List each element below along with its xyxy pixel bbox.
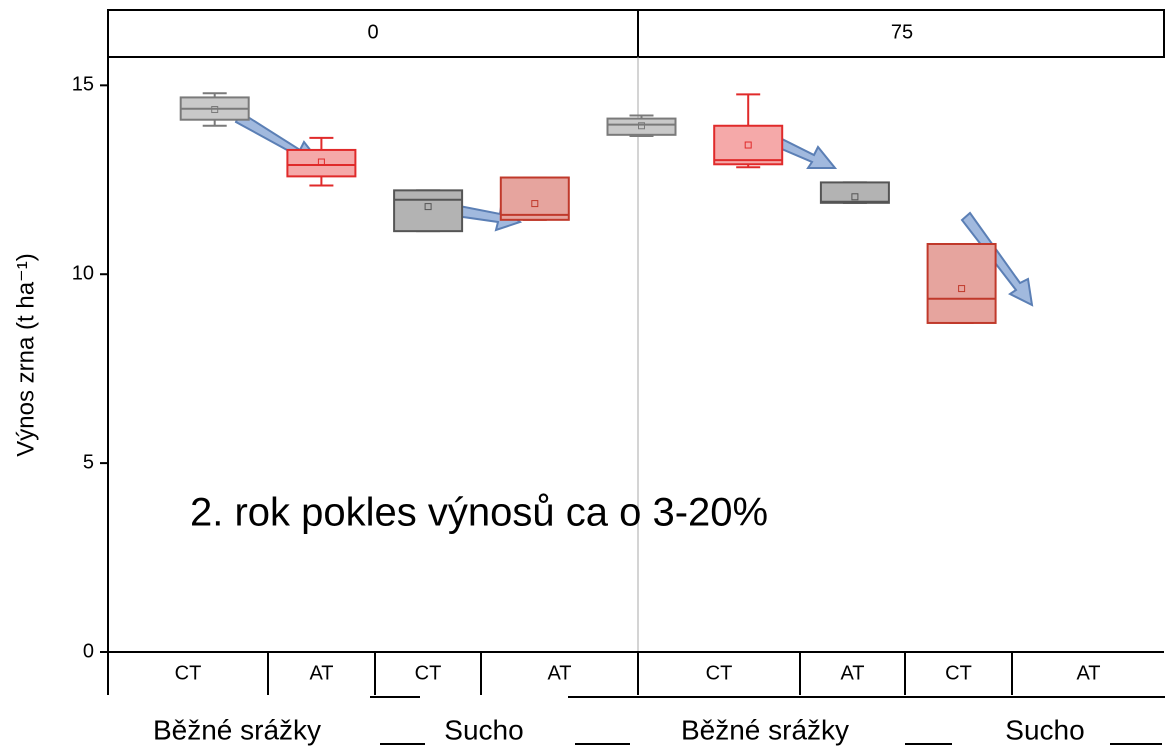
x-tick-label: AT <box>309 662 333 684</box>
mean <box>424 203 432 211</box>
mean <box>531 200 539 208</box>
x-tick-label: AT <box>840 662 864 684</box>
box <box>713 124 784 166</box>
group-label: Sucho <box>444 714 523 745</box>
group-label: Běžné srážky <box>681 714 849 745</box>
mean <box>851 193 859 201</box>
mean <box>211 106 219 114</box>
x-tick-label: CT <box>175 662 202 684</box>
panel-label: 0 <box>367 21 378 43</box>
arrows <box>234 110 1034 307</box>
box <box>499 176 570 221</box>
y-tick-label: 5 <box>83 451 94 473</box>
y-tick-label: 15 <box>72 74 94 96</box>
panel-label: 75 <box>891 21 913 43</box>
mean <box>744 141 752 149</box>
box <box>926 243 997 324</box>
y-tick-label: 10 <box>72 263 94 285</box>
mean <box>638 122 645 130</box>
x-tick-label: CT <box>706 662 733 684</box>
group-label: Sucho <box>1005 714 1084 745</box>
y-tick-label: 0 <box>83 640 94 662</box>
box <box>286 148 357 178</box>
x-tick-label: AT <box>547 662 571 684</box>
annotation: 2. rok pokles výnosů ca o 3-20% <box>190 491 768 535</box>
panel-header <box>107 9 1165 58</box>
x-tick-label: AT <box>1076 662 1100 684</box>
mean <box>317 158 325 166</box>
x-tick-label: CT <box>415 662 442 684</box>
group-lines <box>370 696 1165 745</box>
mean <box>958 285 966 293</box>
box <box>819 181 890 204</box>
y-axis-label: Výnos zrna (t ha⁻¹) <box>12 253 39 456</box>
x-tick-label: CT <box>945 662 972 684</box>
box <box>393 189 464 233</box>
group-label: Běžné srážky <box>153 714 321 745</box>
box <box>606 117 677 136</box>
